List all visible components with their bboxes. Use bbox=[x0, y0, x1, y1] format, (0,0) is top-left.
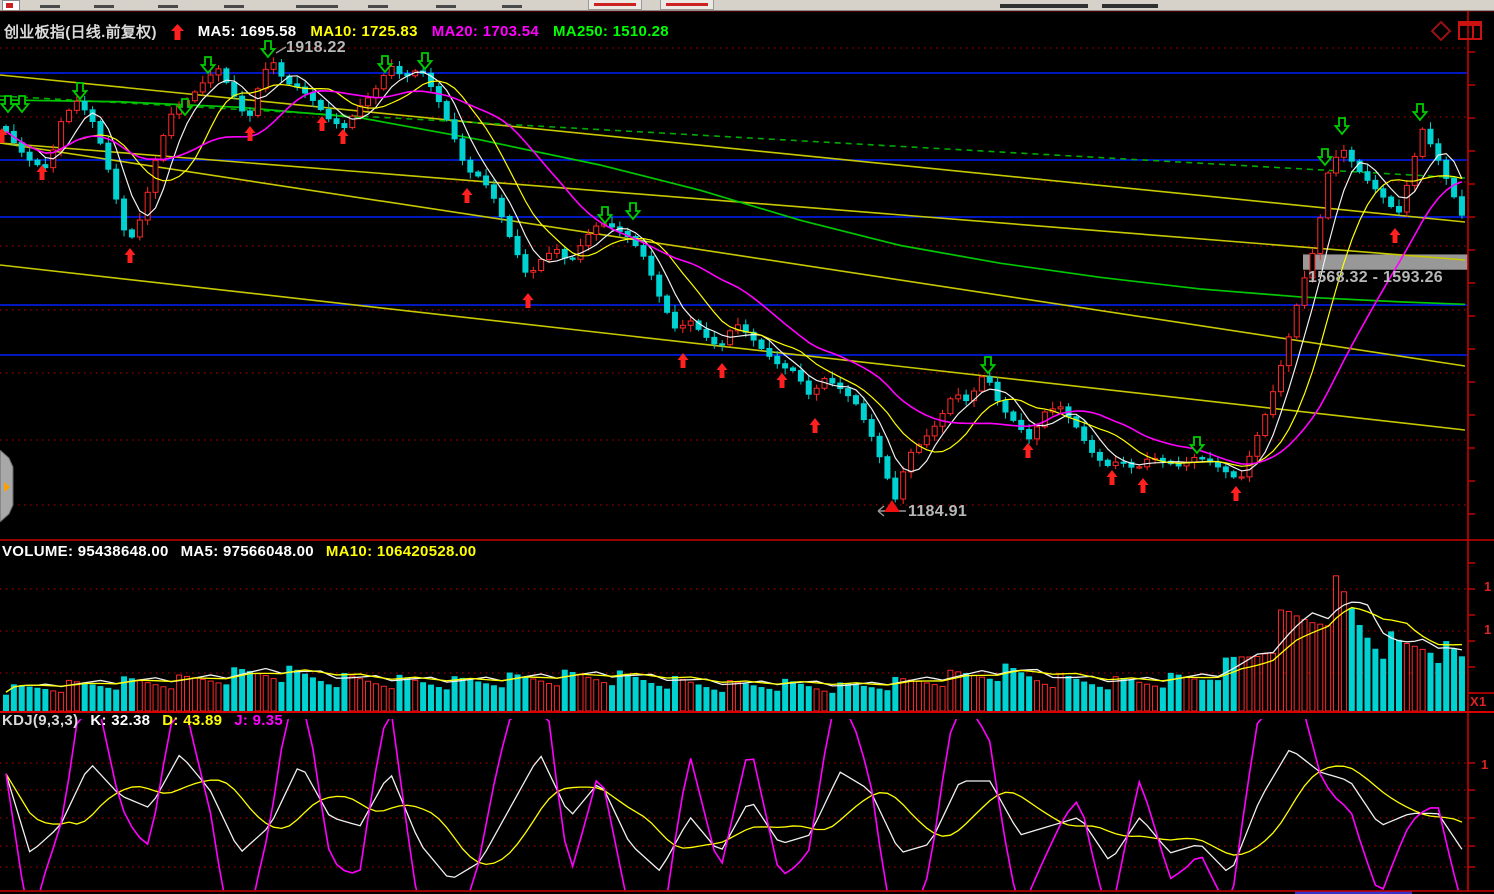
volume-axis-label: 1 bbox=[1484, 579, 1492, 594]
app-icon[interactable] bbox=[2, 0, 20, 11]
kdj-indicator-label: KDJ(9,3,3) bbox=[2, 712, 79, 729]
gap-range-label: 1568.32 - 1593.26 bbox=[1308, 269, 1443, 286]
pane-controls bbox=[1430, 20, 1482, 42]
kdj-pane-header: KDJ(9,3,3) K: 32.38 D: 43.89 J: 9.35 bbox=[2, 712, 283, 729]
kdj-d-label: D: 43.89 bbox=[162, 712, 223, 729]
ma250-value-label: MA250: 1510.28 bbox=[553, 23, 669, 40]
low-price-label: 1184.91 bbox=[908, 503, 968, 520]
window-layout-icon-bar bbox=[1459, 22, 1481, 26]
menu-item-fragment[interactable] bbox=[40, 5, 60, 8]
ma5-value-label: MA5: 1695.58 bbox=[197, 23, 297, 40]
diamond-icon[interactable] bbox=[1430, 20, 1452, 42]
menu-item-fragment[interactable] bbox=[368, 5, 388, 8]
kdj-j-label: J: 9.35 bbox=[234, 712, 284, 729]
menu-item-fragment[interactable] bbox=[158, 5, 178, 8]
menu-item-fragment[interactable] bbox=[224, 5, 244, 8]
menu-item-fragment[interactable] bbox=[502, 5, 522, 8]
menu-item-fragment[interactable] bbox=[1102, 4, 1158, 8]
volume-pane-header: VOLUME: 95438648.00 MA5: 97566048.00 MA1… bbox=[2, 543, 476, 560]
instrument-title: 创业板指(日线.前复权) bbox=[4, 24, 157, 41]
peak-price-label: 1918.22 bbox=[286, 39, 346, 56]
kdj-k-label: K: 32.38 bbox=[90, 712, 151, 729]
menubar[interactable] bbox=[0, 0, 1494, 11]
menu-red-button[interactable] bbox=[660, 0, 714, 10]
main-chart-header: 创业板指(日线.前复权) MA5: 1695.58 MA10: 1725.83 … bbox=[4, 21, 669, 42]
app-logo-mark bbox=[6, 3, 13, 8]
menu-item-fragment[interactable] bbox=[436, 5, 456, 8]
volume-axis-label: 1 bbox=[1484, 622, 1492, 637]
volume-ma10-label: MA10: 106420528.00 bbox=[325, 543, 477, 560]
menu-item-fragment[interactable] bbox=[94, 5, 114, 8]
ma10-value-label: MA10: 1725.83 bbox=[310, 23, 418, 40]
menu-item-fragment[interactable] bbox=[1000, 4, 1088, 8]
volume-ma5-label: MA5: 97566048.00 bbox=[180, 543, 314, 560]
menu-item-fragment[interactable] bbox=[296, 5, 338, 8]
menu-red-button[interactable] bbox=[588, 0, 642, 10]
kdj-axis-label: 1 bbox=[1481, 757, 1489, 772]
up-arrow-icon bbox=[170, 23, 184, 40]
ma20-value-label: MA20: 1703.54 bbox=[431, 23, 540, 40]
sidebar-flyout-handle[interactable] bbox=[0, 450, 14, 522]
flyout-arrow-icon bbox=[4, 482, 10, 492]
volume-value-label: VOLUME: 95438648.00 bbox=[2, 543, 169, 560]
zoom-level-label[interactable]: X1 bbox=[1470, 694, 1487, 709]
